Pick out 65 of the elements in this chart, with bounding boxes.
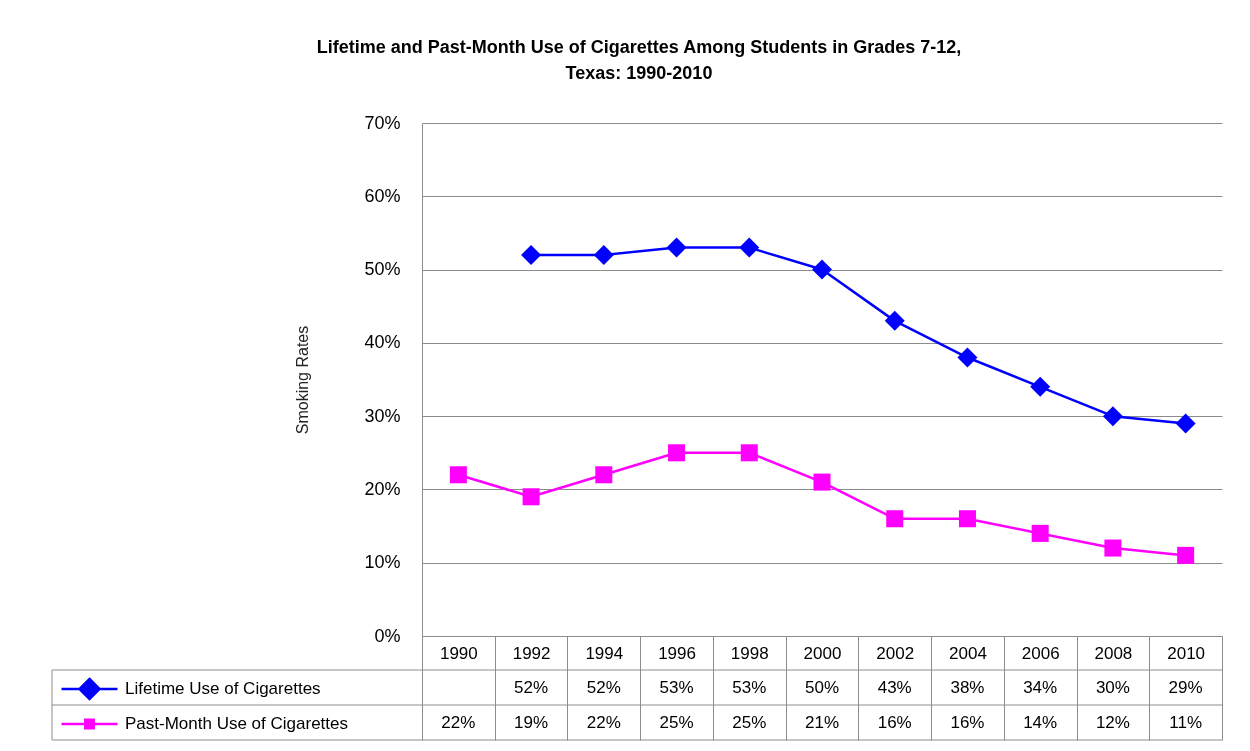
data-label: 30% <box>1095 677 1130 697</box>
data-label: 22% <box>441 712 476 732</box>
point <box>1177 546 1195 564</box>
y-tick-label: 60% <box>364 185 401 206</box>
point <box>1104 539 1122 557</box>
point <box>522 488 540 506</box>
y-tick-label: 20% <box>364 478 401 499</box>
point <box>813 473 831 491</box>
data-label: 16% <box>877 712 912 732</box>
point <box>1031 524 1049 542</box>
point <box>739 237 760 258</box>
data-label: 38% <box>950 677 985 697</box>
x-tick-label: 2010 <box>1167 643 1206 663</box>
point <box>595 466 613 484</box>
data-label: 43% <box>877 677 912 697</box>
data-label: 21% <box>804 712 840 732</box>
point <box>740 444 758 462</box>
x-tick-label: 2000 <box>803 643 842 663</box>
point <box>1030 376 1051 397</box>
x-tick-label: 1998 <box>730 643 769 663</box>
data-label: 34% <box>1023 677 1058 697</box>
y-tick-label: 40% <box>364 332 401 353</box>
x-tick-label: 2006 <box>1021 643 1060 663</box>
y-tick-label: 70% <box>364 112 401 133</box>
data-label: 12% <box>1095 712 1130 732</box>
x-tick-label: 1994 <box>585 643 624 663</box>
point <box>668 444 686 462</box>
data-label: 19% <box>514 712 549 732</box>
data-label: 11% <box>1169 712 1203 732</box>
x-tick-label: 2004 <box>949 643 987 663</box>
point <box>521 244 542 265</box>
data-label: 50% <box>804 677 840 697</box>
y-tick-label: 10% <box>364 552 401 573</box>
point <box>886 510 904 528</box>
point <box>449 466 467 484</box>
data-label: 25% <box>732 712 767 732</box>
x-tick-label: 1990 <box>439 643 478 663</box>
data-label: 53% <box>732 677 767 697</box>
y-tick-label: 50% <box>364 259 401 280</box>
point <box>1175 413 1196 434</box>
x-tick-label: 2008 <box>1094 643 1133 663</box>
data-label: 14% <box>1023 712 1058 732</box>
point <box>812 259 832 280</box>
y-tick-label: 30% <box>364 405 401 426</box>
chart-title: Lifetime and Past-Month Use of Cigarettes Among Students in Grades 7-12, Texas: 1990-2010 <box>316 37 962 83</box>
x-tick-label: 1996 <box>658 643 696 663</box>
data-label: 16% <box>950 712 985 732</box>
data-label: 29% <box>1168 677 1203 697</box>
data-label: 52% <box>586 677 621 697</box>
x-tick-label: 2002 <box>876 643 915 663</box>
x-tick-label: 1992 <box>512 643 551 663</box>
data-label: 25% <box>659 712 694 732</box>
point <box>1102 406 1123 427</box>
point <box>957 347 978 368</box>
point <box>593 244 614 265</box>
legend-label: Lifetime Use of Cigarettes <box>125 679 321 698</box>
y-axis-title: Smoking Rates <box>293 325 311 435</box>
point <box>958 510 976 528</box>
data-label: 53% <box>659 677 694 697</box>
y-tick-label: 0% <box>374 625 401 646</box>
legend-label: Past-Month Use of Cigarettes <box>125 714 348 733</box>
point <box>884 310 905 331</box>
point <box>666 237 687 258</box>
data-label: 22% <box>586 712 621 732</box>
data-label: 52% <box>514 677 549 697</box>
